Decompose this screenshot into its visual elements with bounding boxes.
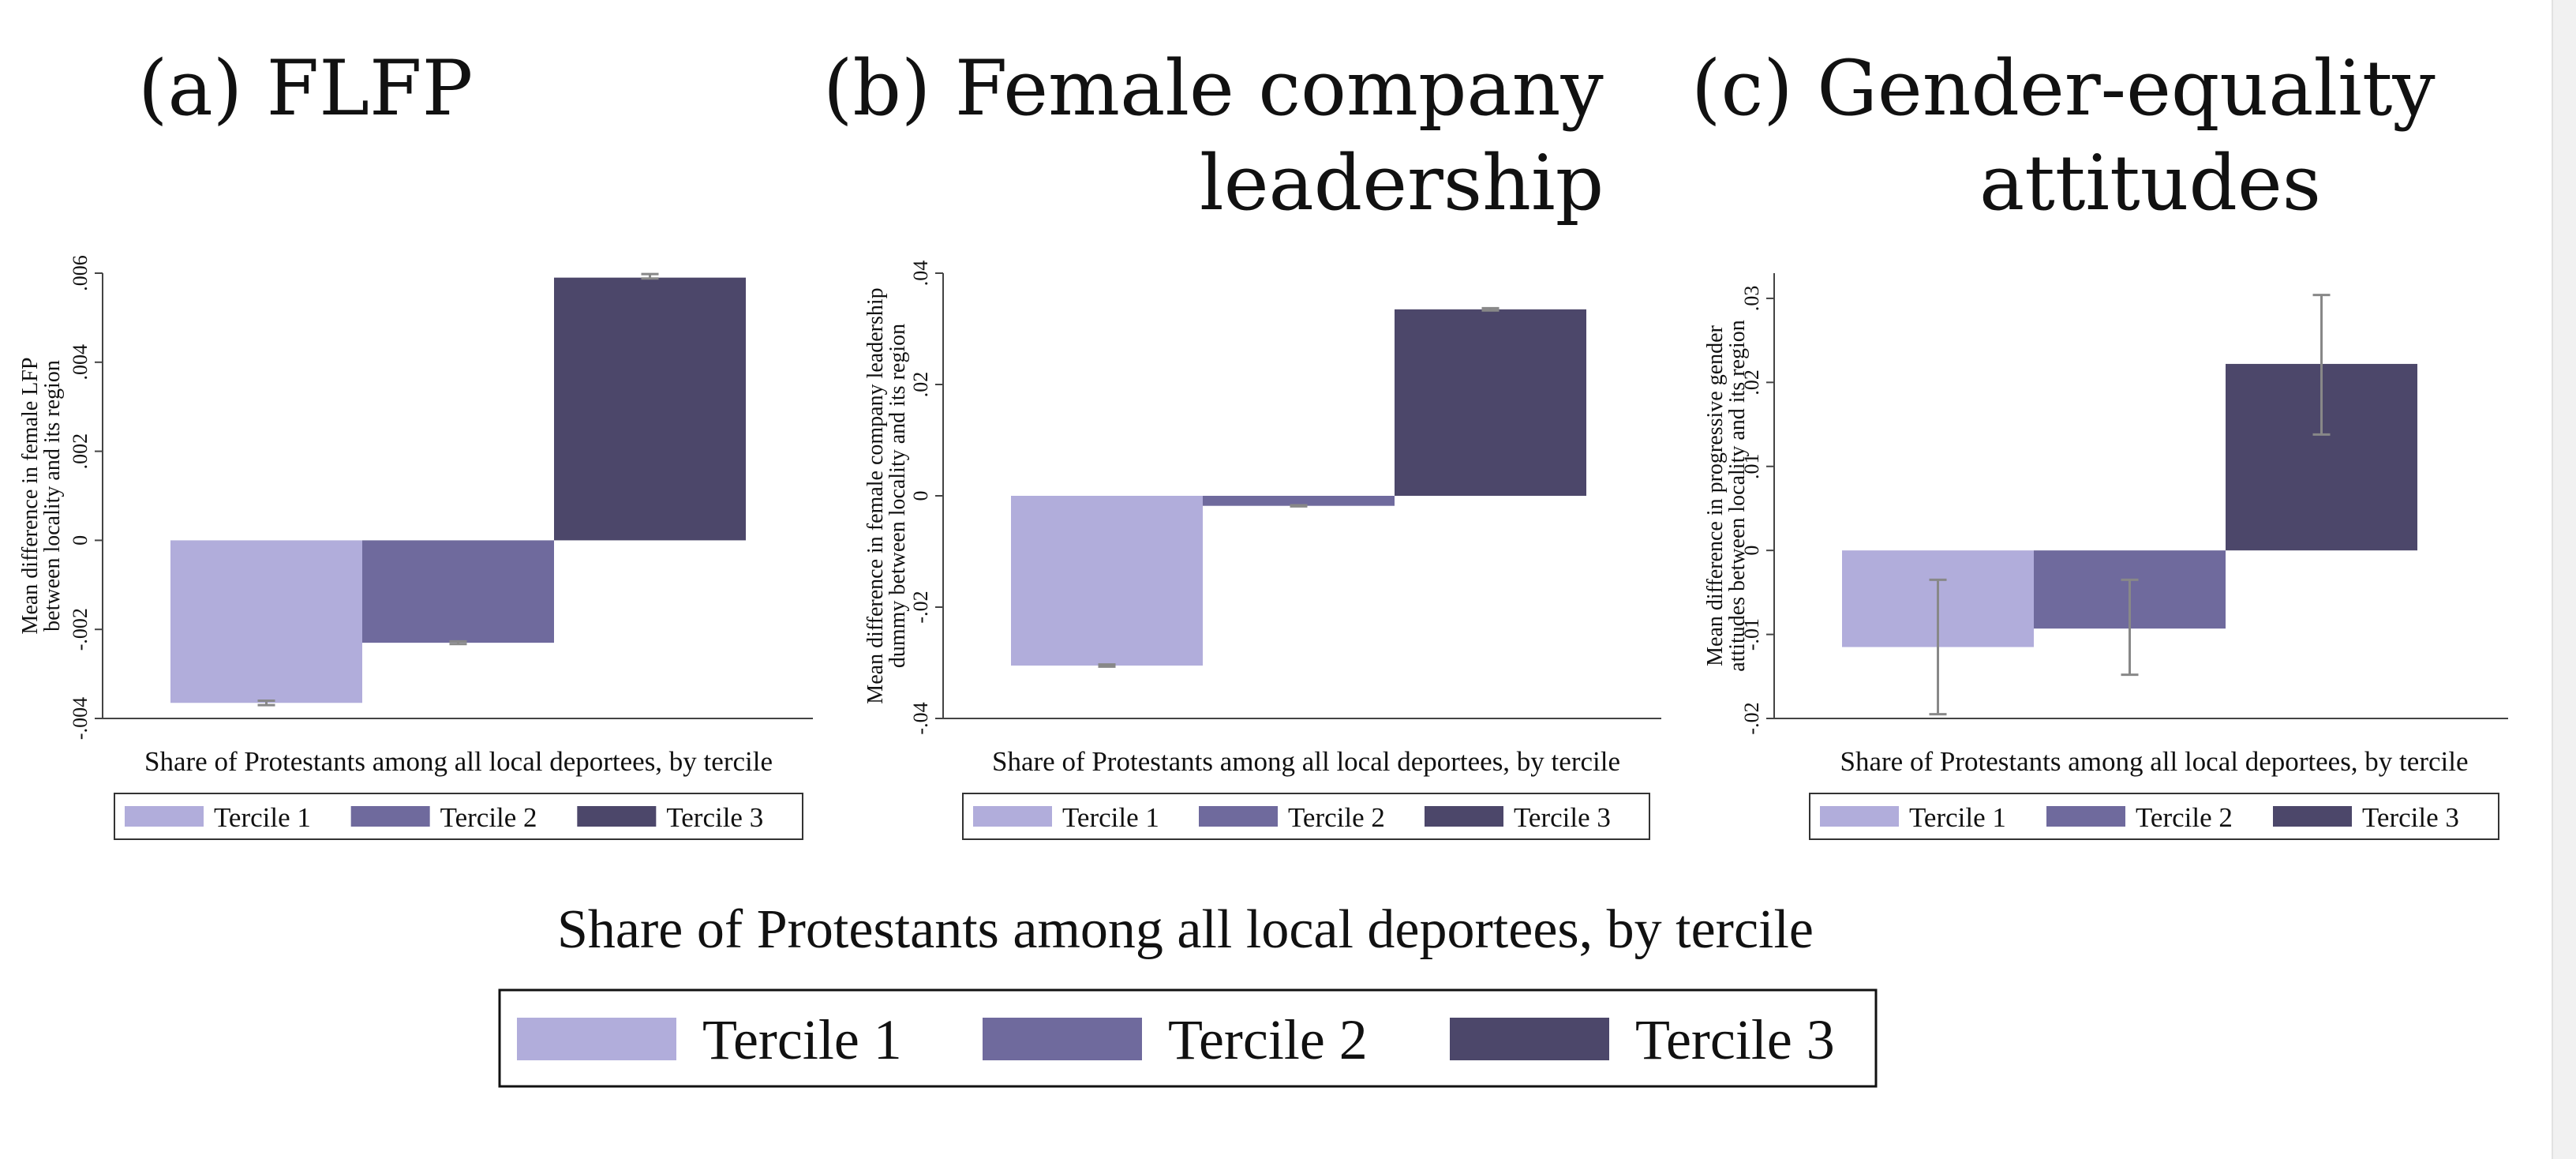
panel-title-line: attitudes (1979, 139, 2321, 227)
bar-tercile-1 (170, 540, 362, 703)
legend-swatch-1 (125, 806, 204, 827)
legend-label: Tercile 2 (2136, 802, 2233, 833)
shared-legend: Share of Protestants among all local dep… (498, 899, 1878, 1088)
bar-tercile-1 (1011, 496, 1203, 666)
legend-label: Tercile 3 (2362, 802, 2459, 833)
legend-box (1809, 793, 2499, 840)
legend-label: Tercile 1 (1062, 802, 1159, 833)
y-tick-label: -.02 (1740, 702, 1763, 734)
bar-tercile-2 (1203, 496, 1395, 506)
y-tick-label: .002 (69, 433, 92, 470)
y-tick-label: 0 (69, 535, 92, 546)
y-tick-label: .02 (909, 372, 932, 398)
shared-legend-swatch-3 (1450, 1018, 1609, 1060)
y-tick-label: 0 (909, 491, 932, 501)
y-axis-label: Mean difference in female LFP (18, 358, 43, 635)
legend-swatch-3 (2273, 806, 2352, 827)
bar-tercile-3 (554, 277, 746, 541)
legend-label: Tercile 2 (1288, 802, 1385, 833)
legend-swatch-3 (577, 806, 657, 827)
y-axis-label: Mean difference in progressive gender (1703, 324, 1728, 666)
legend-label: Tercile 1 (214, 802, 311, 833)
x-axis-label: Share of Protestants among all local dep… (1840, 746, 2469, 777)
shared-legend-box (498, 988, 1878, 1088)
y-axis-label: attitudes between locality and its regio… (1725, 320, 1750, 672)
y-axis-label: Mean difference in female company leader… (863, 287, 888, 703)
legend-swatch-2 (2046, 806, 2125, 827)
y-tick-label: .006 (69, 255, 92, 291)
shared-legend-swatch-2 (983, 1018, 1142, 1060)
panel-title-line: (c) Gender-equality (1691, 44, 2436, 133)
shared-x-label: Share of Protestants among all local dep… (557, 899, 1814, 960)
legend-swatch-2 (1199, 806, 1278, 827)
y-tick-label: .04 (909, 261, 932, 287)
y-tick-label: 0 (1740, 546, 1763, 556)
y-tick-label: -.04 (909, 702, 932, 734)
x-axis-label: Share of Protestants among all local dep… (992, 746, 1620, 777)
legend-swatch-2 (350, 806, 430, 827)
legend-swatch-1 (973, 806, 1052, 827)
panel-1: (a) FLFP Mean difference in female LFPbet… (18, 44, 813, 840)
shared-legend-label: Tercile 3 (1635, 1008, 1835, 1071)
shared-legend-swatch-1 (517, 1018, 676, 1060)
scrollbar-strip (2552, 0, 2576, 1159)
panel-title-line: (a) FLFP (138, 44, 473, 133)
y-tick-label: .02 (1740, 369, 1763, 396)
legend-label: Tercile 2 (440, 802, 537, 833)
legend-label: Tercile 1 (1909, 802, 2006, 833)
shared-legend-label: Tercile 2 (1168, 1008, 1368, 1071)
y-tick-label: .004 (69, 344, 92, 381)
y-axis-label: between locality and its region (40, 360, 65, 632)
legend-label: Tercile 3 (1514, 802, 1611, 833)
legend-label: Tercile 3 (666, 802, 763, 833)
legend-box (962, 793, 1650, 840)
legend-swatch-3 (1425, 806, 1503, 827)
y-axis-label: dummy between locality and its region (886, 324, 910, 668)
y-tick-label: -.004 (69, 697, 92, 740)
y-tick-label: -.002 (69, 608, 92, 651)
shared-legend-label: Tercile 1 (702, 1008, 902, 1071)
y-tick-label: -.01 (1740, 618, 1763, 651)
legend-swatch-1 (1820, 806, 1899, 827)
x-axis-label: Share of Protestants among all local dep… (144, 746, 773, 777)
legend-box (114, 793, 803, 840)
y-tick-label: .03 (1740, 286, 1763, 312)
bar-tercile-2 (362, 540, 554, 643)
panel-title-line: (b) Female company (823, 44, 1604, 133)
y-tick-label: -.02 (909, 591, 932, 623)
y-tick-label: .01 (1740, 454, 1763, 480)
panel-title-line: leadership (1200, 139, 1604, 227)
bar-tercile-3 (1395, 309, 1586, 496)
